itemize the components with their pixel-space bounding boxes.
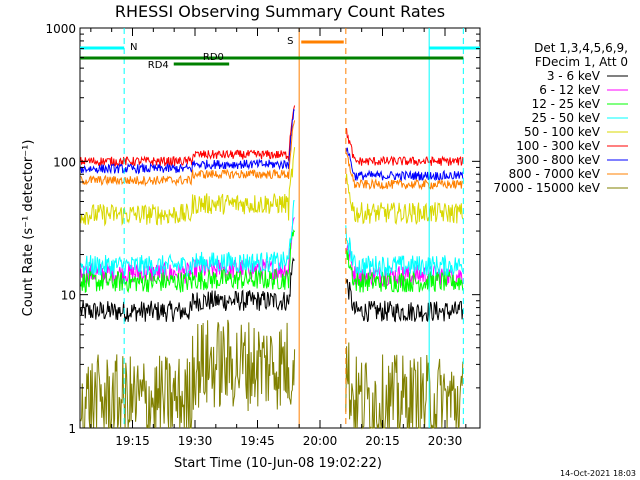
series-line-8-pre: [80, 319, 296, 429]
x-tick-label: 19:30: [178, 434, 213, 448]
series-line-6-post: [345, 147, 464, 182]
legend-label-3: 25 - 50 keV: [532, 111, 601, 125]
plot-frame: [79, 27, 481, 429]
legend-label-5: 100 - 300 keV: [516, 139, 600, 153]
series-line-4-post: [345, 173, 464, 225]
chart-title: RHESSI Observing Summary Count Rates: [115, 2, 445, 21]
saa-flag-label: S: [287, 36, 293, 47]
series-layer: [80, 105, 464, 430]
footer-date: 14-Oct-2021 18:03: [560, 469, 636, 478]
series-line-0-pre: [80, 257, 295, 322]
rd0-flag-label: RD0: [203, 52, 224, 63]
x-tick-label: 20:00: [303, 434, 338, 448]
series-line-5-pre: [80, 105, 296, 167]
series-line-7-pre: [80, 120, 296, 187]
y-tick-label: 100: [53, 155, 76, 169]
x-axis-label: Start Time (10-Jun-08 19:02:22): [174, 456, 382, 471]
series-line-3-post: [345, 225, 464, 277]
y-tick-label: 1: [68, 422, 76, 436]
night-flag-label: N: [130, 42, 137, 53]
legend-label-6: 300 - 800 keV: [516, 153, 600, 167]
y-tick-label: 1000: [45, 22, 76, 36]
legend-header-1: Det 1,3,4,5,6,9,: [534, 41, 628, 55]
series-line-3-pre: [80, 200, 295, 277]
series-line-6-pre: [80, 108, 295, 175]
legend-label-7: 800 - 7000 keV: [509, 167, 601, 181]
x-tick-label: 19:45: [240, 434, 275, 448]
flag-layer: N S RD0 RD4: [80, 28, 480, 428]
series-line-4-pre: [80, 147, 296, 227]
x-tick-label: 20:30: [428, 434, 463, 448]
rd4-flag-label: RD4: [148, 60, 169, 71]
legend-label-4: 50 - 100 keV: [524, 125, 601, 139]
series-line-7-post: [345, 152, 464, 191]
legend-label-1: 6 - 12 keV: [539, 83, 601, 97]
y-tick-label: 10: [61, 289, 76, 303]
legend-label-2: 12 - 25 keV: [532, 97, 601, 111]
legend: Det 1,3,4,5,6,9, FDecim 1, Att 0 3 - 6 k…: [493, 41, 628, 195]
axis-layer: 1 10 100 1000 19:15 19:30 19:45 20:00 20:15 20:30: [45, 22, 480, 448]
series-line-5-post: [345, 127, 464, 167]
series-line-0-post: [345, 278, 464, 323]
legend-header-2: FDecim 1, Att 0: [535, 55, 628, 69]
x-tick-label: 19:15: [115, 434, 150, 448]
series-line-8-post: [345, 342, 464, 430]
y-axis-label: Count Rate (s⁻¹ detector⁻¹): [21, 140, 36, 317]
legend-label-8: 7000 - 15000 keV: [493, 181, 600, 195]
series-line-2-post: [345, 248, 464, 293]
legend-label-0: 3 - 6 keV: [547, 69, 601, 83]
x-tick-label: 20:15: [365, 434, 400, 448]
